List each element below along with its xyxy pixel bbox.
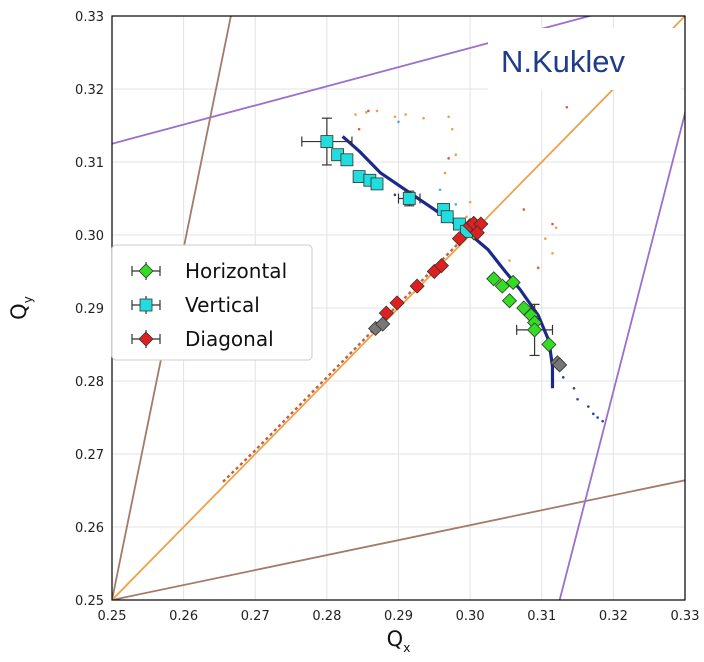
scatter-dot <box>561 376 565 379</box>
scatter-dot <box>367 109 370 113</box>
scatter-dot <box>465 215 468 219</box>
x-tick-label: 0.33 <box>671 609 700 624</box>
x-tick-label: 0.32 <box>599 609 628 624</box>
scatter-dot <box>551 251 554 255</box>
scatter-dot <box>422 116 425 120</box>
x-tick-label: 0.25 <box>98 609 127 624</box>
legend: Horizontal Vertical Diagonal <box>111 244 313 361</box>
y-tick-label: 0.32 <box>75 83 104 98</box>
scatter-dot <box>592 412 595 416</box>
x-tick-label: 0.29 <box>384 609 413 624</box>
marker-diagonal <box>451 231 467 247</box>
x-axis-label: Qx <box>387 627 411 655</box>
scatter-dot <box>443 171 447 175</box>
x-tick-label: 0.30 <box>456 609 485 624</box>
scatter-dot <box>357 127 361 131</box>
annotation-text: N.Kuklev <box>501 44 626 79</box>
scatter-dot <box>438 188 442 192</box>
scatter-dots <box>354 105 604 423</box>
grey-marker <box>552 357 568 373</box>
scatter-dot <box>536 266 540 270</box>
legend-marker-diagonal <box>138 331 154 347</box>
resonance-line <box>112 479 685 600</box>
legend-label-vertical: Vertical <box>185 293 260 317</box>
marker-horizontal <box>505 274 521 291</box>
scatter-dot <box>551 222 554 226</box>
scatter-dot <box>393 115 397 119</box>
y-tick-label: 0.27 <box>75 448 104 463</box>
scatter-dot <box>587 405 590 408</box>
marker-diagonal <box>433 258 450 274</box>
tune-tracks <box>222 135 555 483</box>
marker-diagonal <box>378 305 394 321</box>
y-tick-label: 0.28 <box>75 375 104 390</box>
legend-label-diagonal: Diagonal <box>185 327 274 351</box>
author-annotation: N.Kuklev <box>488 28 681 90</box>
scatter-dot <box>596 416 599 419</box>
marker-diagonal <box>409 278 425 294</box>
marker-diagonal <box>389 295 405 311</box>
marker-vertical <box>370 177 384 191</box>
series-markers <box>301 117 568 373</box>
scatter-dot <box>454 153 458 156</box>
marker-vertical <box>352 170 366 184</box>
scatter-dot <box>404 113 407 116</box>
scatter-dot <box>393 193 397 197</box>
scatter-dot <box>554 226 558 229</box>
marker-horizontal <box>486 271 502 287</box>
scatter-dot <box>447 115 450 119</box>
scatter-dot <box>364 111 368 114</box>
x-tick-label: 0.31 <box>527 609 556 624</box>
scatter-dot <box>454 203 458 206</box>
annotation-background <box>488 28 681 90</box>
marker-vertical <box>320 135 334 148</box>
marker-horizontal <box>527 322 543 338</box>
x-tick-label: 0.26 <box>169 609 198 624</box>
scatter-dot <box>572 387 576 390</box>
y-tick-label: 0.33 <box>75 10 104 25</box>
scatter-dot <box>447 157 450 160</box>
legend-box <box>111 244 313 361</box>
scatter-dot <box>565 105 569 109</box>
tune-track-line <box>341 135 555 389</box>
x-tick-label: 0.28 <box>312 609 341 624</box>
marker-diagonal <box>469 225 485 241</box>
marker-horizontal <box>501 293 518 309</box>
scatter-dot <box>601 419 604 423</box>
x-tick-labels: 0.25 0.26 0.27 0.28 0.29 0.30 0.31 0.32 0.33 <box>98 609 700 624</box>
resonance-line <box>112 16 593 145</box>
y-tick-label: 0.25 <box>75 594 104 609</box>
scatter-dot <box>375 109 379 113</box>
scatter-dot <box>508 259 511 262</box>
marker-vertical <box>402 192 416 205</box>
legend-marker-vertical <box>139 298 153 312</box>
y-axis-label: Qy <box>7 296 35 320</box>
scatter-dot <box>576 397 579 401</box>
y-tick-label: 0.29 <box>75 302 104 317</box>
marker-horizontal <box>541 336 557 353</box>
marker-vertical <box>340 153 354 167</box>
scatter-dot <box>544 237 547 240</box>
marker-vertical <box>440 210 454 224</box>
y-tick-label: 0.26 <box>75 521 104 536</box>
x-tick-label: 0.27 <box>241 609 270 624</box>
legend-label-horizontal: Horizontal <box>185 259 287 283</box>
y-tick-labels: 0.25 0.26 0.27 0.28 0.29 0.30 0.31 0.32 0.33 <box>75 10 104 609</box>
y-tick-label: 0.31 <box>75 156 104 171</box>
y-tick-label: 0.30 <box>75 229 104 244</box>
scatter-dot <box>522 208 526 211</box>
legend-marker-horizontal <box>138 263 154 279</box>
scatter-dot <box>397 120 400 124</box>
scatter-dot <box>450 127 454 131</box>
scatter-dot <box>354 113 357 116</box>
scatter-dot <box>468 200 472 204</box>
